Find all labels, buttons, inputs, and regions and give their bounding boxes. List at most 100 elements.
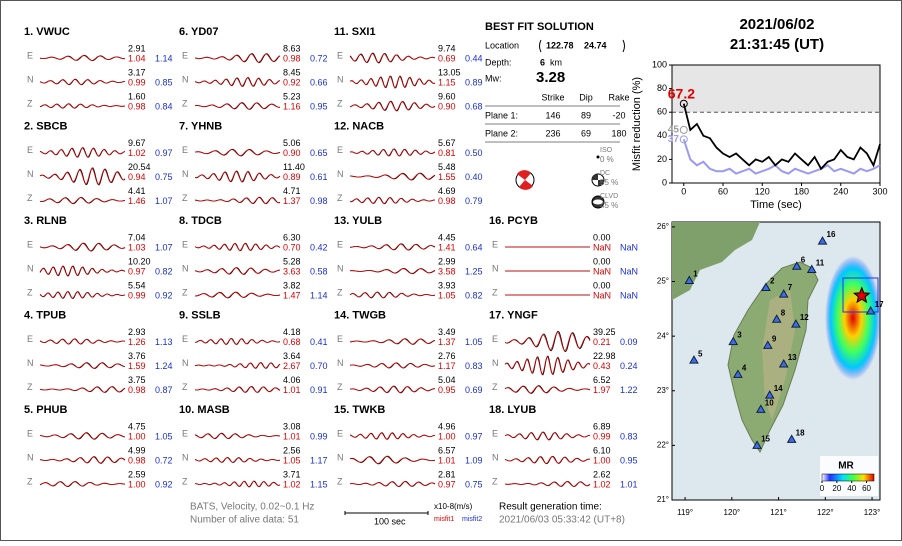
misfit1: 1.15 xyxy=(438,77,456,87)
amplitude: 3.75 xyxy=(128,375,146,385)
misfit1: 1.02 xyxy=(283,479,301,489)
misfit1: 1.00 xyxy=(593,455,611,465)
misfit1: 0.68 xyxy=(283,337,301,347)
plane-label: Plane 1: xyxy=(485,110,518,120)
misfit1: 0.98 xyxy=(128,455,146,465)
component: Z xyxy=(492,287,498,297)
component: E xyxy=(337,239,343,249)
misfit2: 1.07 xyxy=(155,242,173,252)
misfit2: 0.40 xyxy=(465,172,483,182)
footer-gen-time: 2021/06/03 05:33:42 (UT+8) xyxy=(499,515,625,526)
waveform xyxy=(349,362,436,369)
station-title: 14. TWGB xyxy=(334,309,386,321)
waveform xyxy=(349,101,436,111)
misfit1: 1.05 xyxy=(438,290,456,300)
colorbar-tick-label: 60 xyxy=(862,484,871,493)
amplitude: 4.41 xyxy=(128,186,146,196)
amplitude: 3.76 xyxy=(128,351,146,361)
component: Z xyxy=(182,287,188,297)
waveform xyxy=(349,53,436,63)
amplitude: 2.76 xyxy=(438,351,456,361)
y-axis-label: Misfit reduction (%) xyxy=(631,77,643,171)
waveform xyxy=(350,268,436,274)
station-marker xyxy=(778,289,789,298)
waveform xyxy=(349,291,436,299)
waveform xyxy=(349,338,436,345)
amplitude: 5.06 xyxy=(283,138,301,148)
amplitude: 5.28 xyxy=(283,256,301,266)
source-box xyxy=(842,277,879,313)
waveform xyxy=(349,456,436,464)
misfit1: 1.00 xyxy=(438,431,456,441)
component-name: ISO xyxy=(600,147,613,154)
misfit2: 0.83 xyxy=(465,361,483,371)
component: N xyxy=(337,74,344,84)
waveform xyxy=(504,385,591,394)
misfit2: 0.85 xyxy=(155,77,173,87)
station-marker xyxy=(755,404,766,413)
component: Z xyxy=(182,476,188,486)
misfit2: 0.64 xyxy=(465,242,483,252)
amplitude: 2.81 xyxy=(438,469,456,479)
misfit1: NaN xyxy=(593,290,611,300)
misfit1: 0.98 xyxy=(128,385,146,395)
waveform xyxy=(350,197,435,204)
mr-heatmap xyxy=(825,256,881,380)
waveform xyxy=(504,481,591,487)
component: N xyxy=(182,169,189,179)
misfit1: 1.97 xyxy=(593,385,611,395)
amplitude: 7.04 xyxy=(128,232,146,242)
misfit2: 0.41 xyxy=(310,337,328,347)
component: N xyxy=(27,358,34,368)
footer-misfit2: misfit2 xyxy=(462,516,482,523)
misfit2: NaN xyxy=(620,266,638,276)
misfit1: 0.97 xyxy=(128,266,146,276)
mr-line xyxy=(682,138,881,175)
misfit1: 1.37 xyxy=(438,337,456,347)
station-label: 5 xyxy=(698,349,703,358)
component: N xyxy=(337,452,344,462)
amplitude: 5.23 xyxy=(283,91,301,101)
station-title: 8. TDCB xyxy=(179,215,222,227)
misfit2: 0.42 xyxy=(310,242,328,252)
amplitude: 4.06 xyxy=(283,375,301,385)
amplitude: 9.60 xyxy=(438,91,456,101)
misfit2: 0.58 xyxy=(310,266,328,276)
waveform xyxy=(194,291,281,299)
component: E xyxy=(492,239,498,249)
component: Z xyxy=(27,193,33,203)
waveform xyxy=(194,457,281,463)
station-title: 10. MASB xyxy=(179,404,230,416)
plane-value: 180 xyxy=(611,128,626,138)
component: N xyxy=(492,452,499,462)
component: N xyxy=(27,452,34,462)
epicenter xyxy=(852,286,871,304)
misfit1: 1.59 xyxy=(128,361,146,371)
component: Z xyxy=(27,98,33,108)
misfit1: 0.98 xyxy=(283,53,301,63)
misfit1: 1.26 xyxy=(128,337,146,347)
amplitude: 3.49 xyxy=(438,327,456,337)
misfit2: 1.25 xyxy=(465,266,483,276)
amplitude: 4.99 xyxy=(128,445,146,455)
y-tick-label: 100 xyxy=(652,59,667,69)
chart-title: 2021/06/02 xyxy=(739,16,814,33)
waveform xyxy=(194,77,281,87)
table-header: Dip xyxy=(579,92,593,102)
station-label: 16 xyxy=(827,230,836,239)
solution-title: BEST FIT SOLUTION xyxy=(485,21,594,33)
component: E xyxy=(27,428,33,438)
component: Z xyxy=(182,193,188,203)
depth: 6 xyxy=(540,57,545,67)
amplitude: 3.93 xyxy=(438,280,456,290)
map xyxy=(671,221,881,501)
misfit2: 1.13 xyxy=(155,337,173,347)
waveform xyxy=(194,480,281,488)
waveform xyxy=(39,338,126,345)
x-tick-label: 120 xyxy=(755,186,770,196)
amplitude: 39.25 xyxy=(593,327,616,337)
component: N xyxy=(182,358,189,368)
misfit1: 0.70 xyxy=(283,242,301,252)
mountains xyxy=(762,290,795,420)
